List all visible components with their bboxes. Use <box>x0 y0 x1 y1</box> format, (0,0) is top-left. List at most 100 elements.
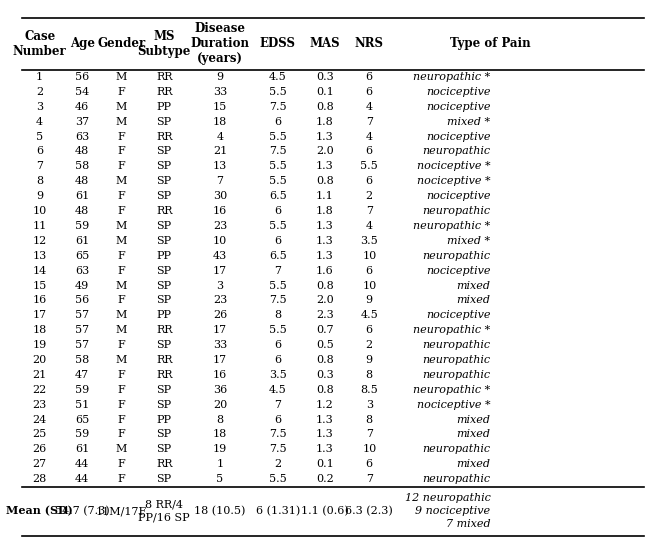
Text: M: M <box>116 117 127 127</box>
Text: 7: 7 <box>366 206 373 216</box>
Text: 1.8: 1.8 <box>316 117 334 127</box>
Text: neuropathic: neuropathic <box>422 340 490 350</box>
Text: neuropathic *: neuropathic * <box>413 385 490 395</box>
Text: 6: 6 <box>274 415 282 425</box>
Text: 4.5: 4.5 <box>269 72 287 82</box>
Text: 2: 2 <box>366 340 373 350</box>
Text: MAS: MAS <box>310 37 340 50</box>
Text: 8 RR/4
PP/16 SP: 8 RR/4 PP/16 SP <box>138 500 190 523</box>
Text: 18: 18 <box>213 117 227 127</box>
Text: 1.2: 1.2 <box>316 399 334 410</box>
Text: neuropathic: neuropathic <box>422 474 490 484</box>
Text: M: M <box>116 310 127 321</box>
Text: RR: RR <box>156 325 172 335</box>
Text: 30: 30 <box>213 191 227 201</box>
Text: 17: 17 <box>213 325 227 335</box>
Text: 10: 10 <box>33 206 47 216</box>
Text: 18: 18 <box>33 325 47 335</box>
Text: 2.0: 2.0 <box>316 295 334 305</box>
Text: 58: 58 <box>75 355 89 365</box>
Text: 7: 7 <box>274 266 281 276</box>
Text: 1.3: 1.3 <box>316 221 334 231</box>
Text: Case
Number: Case Number <box>13 30 67 58</box>
Text: 4: 4 <box>366 132 373 141</box>
Text: 5.5: 5.5 <box>269 474 287 484</box>
Text: 3.5: 3.5 <box>361 236 378 246</box>
Text: SP: SP <box>156 266 171 276</box>
Text: 26: 26 <box>33 444 47 454</box>
Text: 0.2: 0.2 <box>316 474 334 484</box>
Text: 65: 65 <box>75 251 89 261</box>
Text: 26: 26 <box>213 310 227 321</box>
Text: 0.8: 0.8 <box>316 102 334 112</box>
Text: SP: SP <box>156 340 171 350</box>
Text: RR: RR <box>156 72 172 82</box>
Text: 56: 56 <box>75 295 89 305</box>
Text: 33: 33 <box>213 87 227 97</box>
Text: 23: 23 <box>213 221 227 231</box>
Text: M: M <box>116 221 127 231</box>
Text: 4: 4 <box>36 117 43 127</box>
Text: 54.7 (7.3): 54.7 (7.3) <box>55 506 110 516</box>
Text: 8: 8 <box>216 415 224 425</box>
Text: 47: 47 <box>75 370 89 380</box>
Text: 7.5: 7.5 <box>269 146 287 157</box>
Text: 0.8: 0.8 <box>316 355 334 365</box>
Text: 22: 22 <box>33 385 47 395</box>
Text: SP: SP <box>156 176 171 186</box>
Text: PP: PP <box>156 251 171 261</box>
Text: 6 (1.31): 6 (1.31) <box>256 506 300 516</box>
Text: PP: PP <box>156 310 171 321</box>
Text: 1: 1 <box>216 459 224 469</box>
Text: F: F <box>118 266 125 276</box>
Text: F: F <box>118 430 125 439</box>
Text: 61: 61 <box>75 444 89 454</box>
Text: nociceptive *: nociceptive * <box>417 176 490 186</box>
Text: SP: SP <box>156 146 171 157</box>
Text: nociceptive: nociceptive <box>426 102 490 112</box>
Text: F: F <box>118 87 125 97</box>
Text: mixed: mixed <box>456 459 490 469</box>
Text: 7.5: 7.5 <box>269 295 287 305</box>
Text: 57: 57 <box>75 340 89 350</box>
Text: 0.8: 0.8 <box>316 176 334 186</box>
Text: nociceptive: nociceptive <box>426 87 490 97</box>
Text: 0.1: 0.1 <box>316 459 334 469</box>
Text: 17: 17 <box>213 266 227 276</box>
Text: 4: 4 <box>366 221 373 231</box>
Text: 7: 7 <box>366 430 373 439</box>
Text: 9: 9 <box>36 191 43 201</box>
Text: F: F <box>118 251 125 261</box>
Text: 13: 13 <box>33 251 47 261</box>
Text: F: F <box>118 132 125 141</box>
Text: 1.3: 1.3 <box>316 415 334 425</box>
Text: 61: 61 <box>75 191 89 201</box>
Text: 0.1: 0.1 <box>316 87 334 97</box>
Text: 25: 25 <box>33 430 47 439</box>
Text: F: F <box>118 191 125 201</box>
Text: 5.5: 5.5 <box>269 132 287 141</box>
Text: F: F <box>118 146 125 157</box>
Text: 54: 54 <box>75 87 89 97</box>
Text: neuropathic: neuropathic <box>422 206 490 216</box>
Text: F: F <box>118 385 125 395</box>
Text: 10: 10 <box>213 236 227 246</box>
Text: F: F <box>118 161 125 172</box>
Text: PP: PP <box>156 102 171 112</box>
Text: SP: SP <box>156 444 171 454</box>
Text: 63: 63 <box>75 132 89 141</box>
Text: M: M <box>116 72 127 82</box>
Text: 49: 49 <box>75 281 89 290</box>
Text: 2.0: 2.0 <box>316 146 334 157</box>
Text: 0.8: 0.8 <box>316 385 334 395</box>
Text: mixed: mixed <box>456 415 490 425</box>
Text: 7: 7 <box>274 399 281 410</box>
Text: neuropathic *: neuropathic * <box>413 221 490 231</box>
Text: 0.7: 0.7 <box>316 325 334 335</box>
Text: 1.3: 1.3 <box>316 236 334 246</box>
Text: 33: 33 <box>213 340 227 350</box>
Text: nociceptive: nociceptive <box>426 266 490 276</box>
Text: Mean (SD): Mean (SD) <box>7 506 73 517</box>
Text: 0.8: 0.8 <box>316 281 334 290</box>
Text: 9: 9 <box>366 355 373 365</box>
